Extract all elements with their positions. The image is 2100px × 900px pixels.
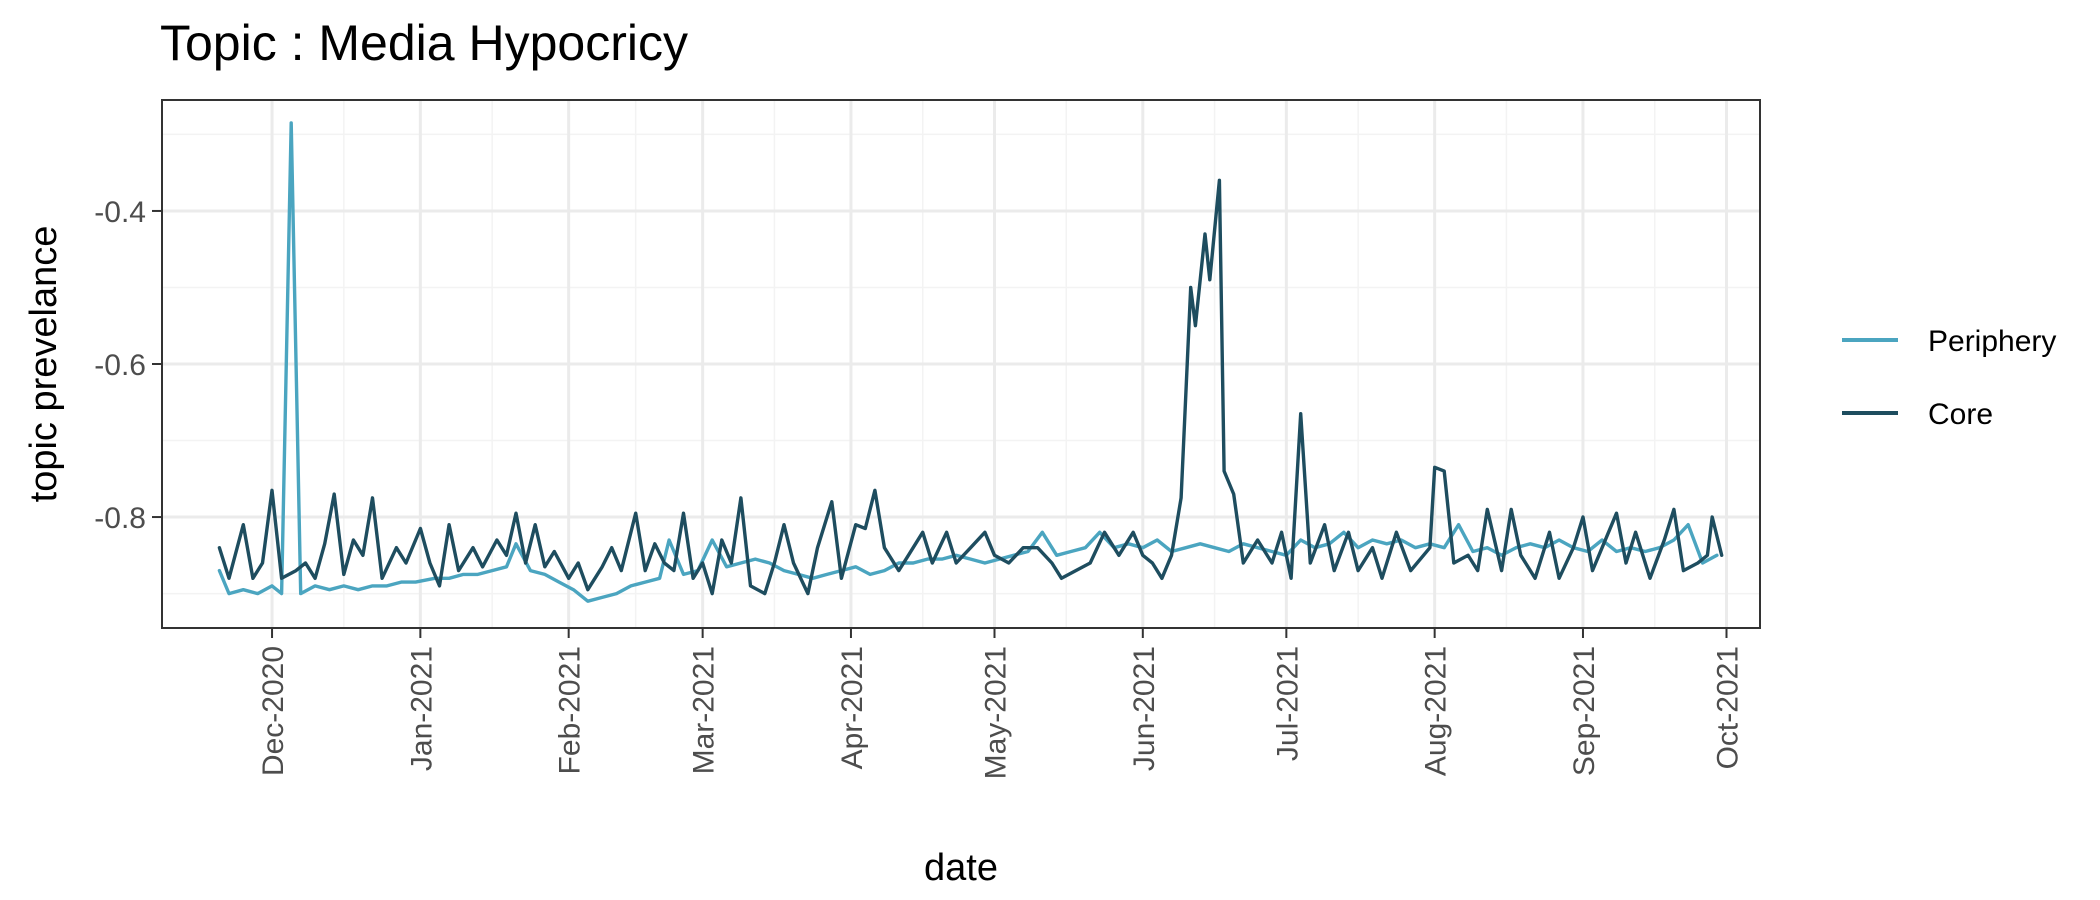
x-tick-label: Oct-2021: [1712, 646, 1745, 769]
series-layer: [217, 121, 1724, 603]
x-tick-label: Feb-2021: [554, 646, 587, 774]
x-tick-label: Jun-2021: [1128, 646, 1161, 771]
legend-label-core: Core: [1928, 398, 1993, 431]
y-axis: -0.4 -0.6 -0.8: [94, 196, 162, 535]
x-tick-label: Dec-2020: [257, 646, 290, 776]
legend: Periphery Core: [1842, 325, 2056, 431]
x-axis-title: date: [924, 847, 998, 889]
grid: [162, 100, 1760, 628]
x-axis: Dec-2020 Jan-2021 Feb-2021 Mar-2021 Apr-2021…: [257, 628, 1745, 779]
x-tick-label: Aug-2021: [1420, 646, 1453, 776]
y-tick-label: -0.6: [94, 349, 146, 382]
series-line-periphery: [217, 121, 1719, 603]
y-tick-label: -0.8: [94, 502, 146, 535]
x-tick-label: May-2021: [979, 646, 1012, 779]
x-tick-label: Sep-2021: [1568, 646, 1601, 776]
x-tick-label: Apr-2021: [836, 646, 869, 769]
x-tick-label: Jan-2021: [405, 646, 438, 771]
chart-title: Topic : Media Hypocricy: [160, 15, 688, 71]
series-line-core: [217, 178, 1724, 596]
y-axis-title: topic prevelance: [23, 226, 65, 503]
y-tick-label: -0.4: [94, 196, 146, 229]
x-tick-label: Jul-2021: [1271, 646, 1304, 761]
x-tick-label: Mar-2021: [688, 646, 721, 774]
legend-label-periphery: Periphery: [1928, 325, 2056, 358]
